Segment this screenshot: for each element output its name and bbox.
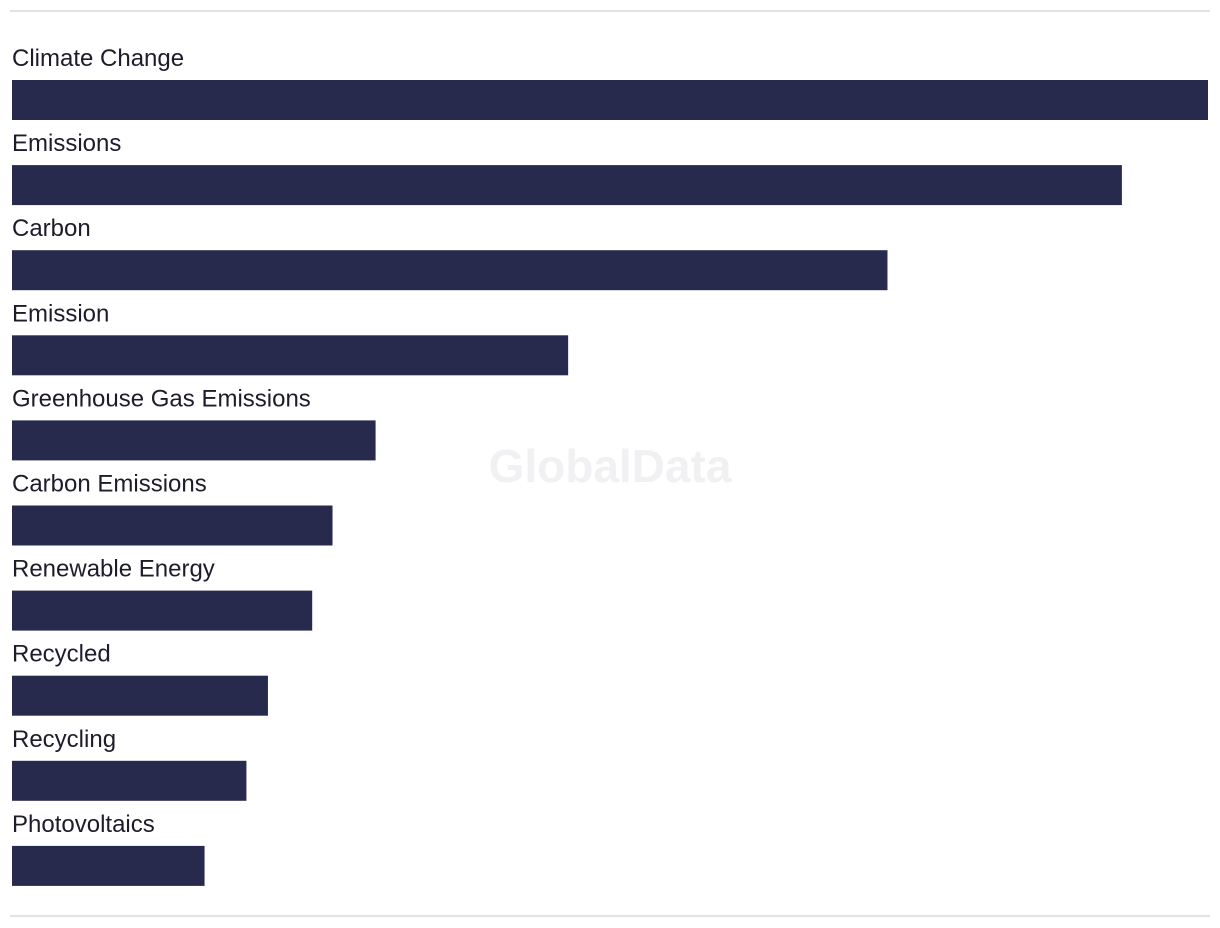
category-label: Carbon — [12, 215, 91, 242]
category-label: Carbon Emissions — [12, 471, 207, 498]
category-label: Recycled — [12, 641, 111, 668]
bar[interactable] — [12, 335, 569, 376]
bottom-divider — [10, 915, 1210, 917]
bar[interactable] — [12, 675, 268, 716]
category-label: Greenhouse Gas Emissions — [12, 385, 311, 412]
bar[interactable] — [12, 845, 205, 886]
bar[interactable] — [12, 165, 1122, 206]
bar[interactable] — [12, 80, 1208, 120]
category-label: Renewable Energy — [12, 556, 215, 583]
bar[interactable] — [12, 760, 247, 801]
category-label: Emissions — [12, 130, 121, 157]
category-label: Emission — [12, 300, 109, 327]
bar[interactable] — [12, 250, 888, 291]
top-divider — [10, 10, 1210, 12]
bars-group: Climate Change Emissions Carbon Emission Gre… — [12, 45, 1208, 886]
category-label: Photovoltaics — [12, 811, 155, 838]
bar[interactable] — [12, 420, 376, 461]
category-label: Recycling — [12, 726, 116, 753]
watermark-logo: GlobalData — [489, 440, 732, 492]
bar[interactable] — [12, 505, 333, 546]
category-label: Climate Change — [12, 45, 184, 72]
bar[interactable] — [12, 590, 313, 631]
